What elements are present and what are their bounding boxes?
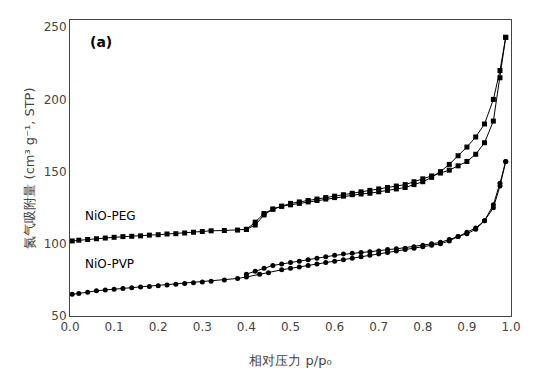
svg-text:0.7: 0.7: [369, 320, 388, 334]
svg-text:0.3: 0.3: [193, 320, 212, 334]
svg-text:0.6: 0.6: [325, 320, 344, 334]
svg-text:0.1: 0.1: [105, 320, 124, 334]
svg-text:NiO-PVP: NiO-PVP: [85, 257, 134, 271]
svg-text:0.4: 0.4: [237, 320, 256, 334]
svg-text:100: 100: [44, 237, 67, 251]
svg-text:0.0: 0.0: [60, 320, 79, 334]
svg-text:0.9: 0.9: [457, 320, 476, 334]
svg-text:氮气吸附量 (cm³ g⁻¹, STP): 氮气吸附量 (cm³ g⁻¹, STP): [22, 87, 37, 248]
svg-text:50: 50: [51, 309, 66, 323]
svg-text:200: 200: [44, 93, 67, 107]
svg-text:(a): (a): [90, 34, 112, 50]
svg-text:150: 150: [44, 165, 67, 179]
svg-text:0.8: 0.8: [413, 320, 432, 334]
svg-text:250: 250: [44, 20, 67, 34]
svg-text:0.2: 0.2: [149, 320, 168, 334]
svg-text:NiO-PEG: NiO-PEG: [85, 209, 136, 223]
svg-text:1.0: 1.0: [501, 320, 520, 334]
svg-text:相对压力 p/p₀: 相对压力 p/p₀: [249, 353, 331, 368]
svg-text:0.5: 0.5: [281, 320, 300, 334]
